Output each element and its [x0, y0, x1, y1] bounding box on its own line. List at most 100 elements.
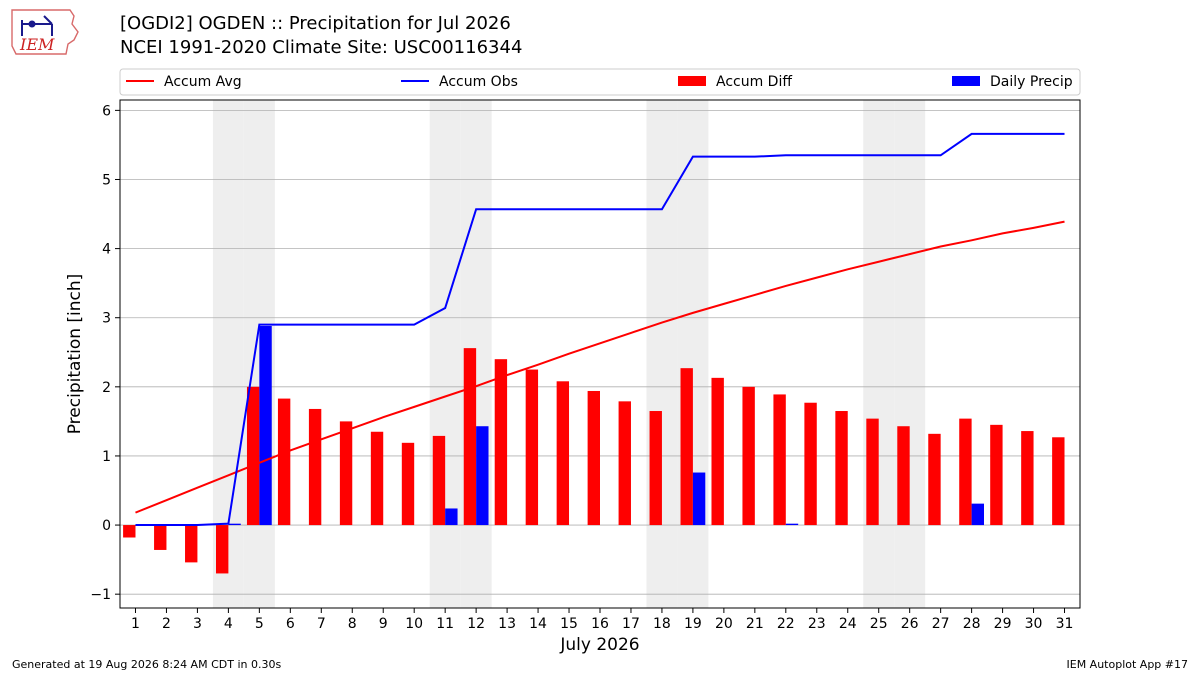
generated-timestamp: Generated at 19 Aug 2026 8:24 AM CDT in … — [12, 658, 282, 671]
accum-diff-bar — [649, 411, 662, 526]
y-tick-label: −1 — [90, 587, 111, 603]
accum-diff-bar — [123, 525, 136, 538]
legend-accum-avg-label: Accum Avg — [164, 74, 242, 90]
legend-daily-precip-swatch — [952, 76, 980, 86]
accum-diff-bar — [1052, 437, 1065, 526]
accum-diff-bar — [711, 377, 724, 526]
x-tick-label: 19 — [684, 616, 702, 632]
x-tick-label: 1 — [131, 616, 140, 632]
y-tick-label: 1 — [102, 449, 111, 465]
accum-diff-bar — [897, 426, 910, 526]
x-tick-label: 22 — [777, 616, 795, 632]
weekend-band — [894, 100, 926, 608]
x-tick-label: 27 — [932, 616, 950, 632]
iowa-outline-icon — [11, 9, 79, 55]
x-tick-label: 20 — [715, 616, 733, 632]
accum-diff-bar — [246, 386, 260, 526]
legend-accum-diff-label: Accum Diff — [716, 74, 792, 90]
x-tick-label: 30 — [1025, 616, 1043, 632]
accum-diff-bar — [556, 381, 570, 526]
accum-diff-bar — [866, 418, 879, 526]
accum-diff-bar — [401, 442, 415, 526]
daily-precip-bar — [259, 326, 272, 526]
daily-precip-bar — [785, 523, 799, 526]
x-tick-label: 23 — [808, 616, 826, 632]
accum-diff-bar — [308, 408, 322, 526]
accum-diff-bar — [587, 390, 600, 526]
x-tick-label: 13 — [498, 616, 516, 632]
autoplot-app-label: IEM Autoplot App #17 — [1066, 658, 1189, 671]
accum-diff-bar — [804, 402, 817, 526]
accum-diff-bar — [154, 525, 167, 550]
x-tick-label: 16 — [591, 616, 609, 632]
accum-diff-bar — [835, 411, 848, 526]
accum-diff-bar — [216, 525, 229, 574]
x-axis-label: July 2026 — [559, 635, 639, 655]
legend-daily-precip-label: Daily Precip — [990, 74, 1073, 90]
x-tick-label: 7 — [317, 616, 326, 632]
x-tick-label: 18 — [653, 616, 671, 632]
daily-precip-bar — [445, 508, 458, 526]
legend-accum-diff-swatch — [678, 76, 706, 86]
weather-station-icon — [21, 15, 53, 36]
chart-subtitle: NCEI 1991-2020 Climate Site: USC00116344 — [120, 37, 523, 58]
legend-accum-obs-label: Accum Obs — [439, 74, 518, 90]
accum-diff-bar — [928, 433, 941, 526]
x-tick-label: 4 — [224, 616, 233, 632]
x-tick-label: 25 — [870, 616, 888, 632]
accum-diff-bar — [618, 401, 631, 526]
x-tick-label: 24 — [839, 616, 857, 632]
y-tick-label: 6 — [102, 103, 111, 119]
x-tick-label: 6 — [286, 616, 295, 632]
y-tick-label: 2 — [102, 380, 111, 396]
daily-precip-bar — [971, 503, 984, 526]
chart-title: [OGDI2] OGDEN :: Precipitation for Jul 2… — [120, 13, 511, 34]
y-tick-label: 3 — [102, 311, 111, 327]
x-tick-label: 21 — [746, 616, 764, 632]
x-tick-label: 10 — [405, 616, 423, 632]
weekend-band — [863, 100, 895, 608]
accum-diff-bar — [432, 435, 446, 526]
accum-diff-bar — [742, 386, 755, 526]
x-tick-label: 28 — [963, 616, 981, 632]
accum-diff-bar — [463, 348, 477, 526]
accum-obs-line — [135, 132, 1065, 527]
iem-logo: IEM — [11, 9, 79, 55]
x-tick-label: 3 — [193, 616, 202, 632]
x-tick-label: 2 — [162, 616, 171, 632]
accum-diff-bar — [1021, 431, 1034, 526]
daily-precip-bar — [692, 472, 706, 526]
x-tick-label: 5 — [255, 616, 264, 632]
y-tick-label: 4 — [102, 242, 111, 258]
x-tick-label: 9 — [379, 616, 388, 632]
y-axis-label: Precipitation [inch] — [65, 274, 85, 435]
x-tick-label: 11 — [436, 616, 454, 632]
accum-diff-bar — [339, 421, 353, 526]
accum-diff-bar — [525, 369, 539, 526]
accum-diff-bar — [370, 431, 384, 526]
accum-diff-bar — [990, 424, 1003, 526]
accum-diff-bar — [959, 418, 972, 526]
x-tick-label: 31 — [1056, 616, 1074, 632]
daily-precip-bar — [228, 523, 241, 526]
weekend-band — [429, 100, 461, 608]
x-tick-label: 15 — [560, 616, 578, 632]
x-tick-label: 8 — [348, 616, 357, 632]
y-tick-label: 0 — [102, 518, 111, 534]
accum-diff-bar — [773, 394, 786, 526]
x-tick-label: 29 — [994, 616, 1012, 632]
x-tick-label: 26 — [901, 616, 919, 632]
x-tick-label: 14 — [529, 616, 547, 632]
y-tick-label: 5 — [102, 172, 111, 188]
weekend-band — [646, 100, 678, 608]
logo-text: IEM — [19, 35, 55, 54]
daily-precip-bar — [476, 426, 489, 526]
accum-diff-bar — [494, 359, 508, 526]
accum-avg-line — [135, 220, 1065, 514]
legend-box — [119, 68, 1081, 96]
accum-diff-bar — [680, 368, 693, 526]
x-tick-label: 12 — [467, 616, 485, 632]
accum-diff-bar — [185, 525, 198, 563]
accum-diff-bar — [277, 398, 291, 526]
